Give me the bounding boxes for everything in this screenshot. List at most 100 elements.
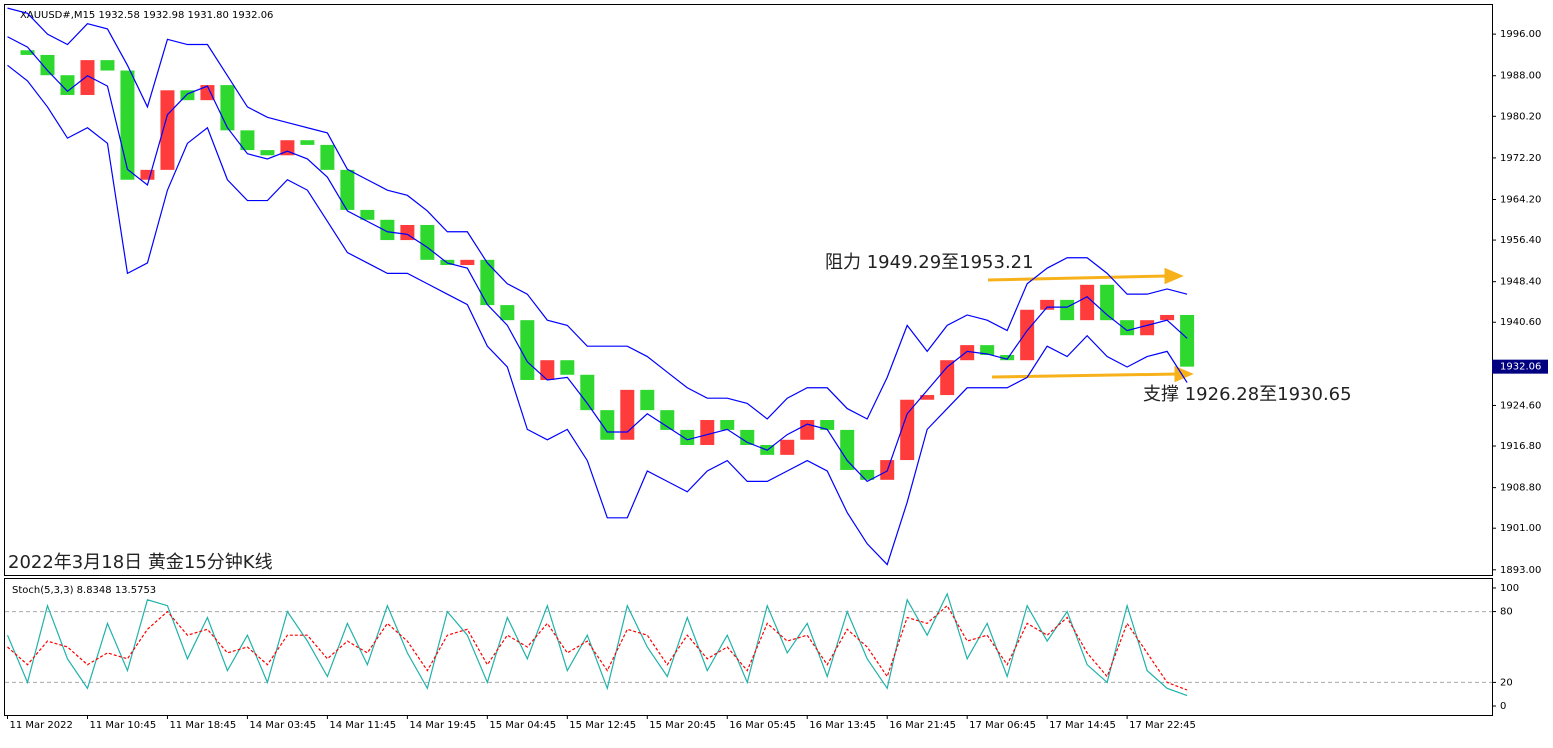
candle xyxy=(1160,314,1175,321)
stoch-title: Stoch(5,3,3) 8.8348 13.5753 xyxy=(12,585,156,596)
candle xyxy=(700,420,715,445)
y-tick-label: 1980.20 xyxy=(1500,111,1541,122)
y-tick-label: 0 xyxy=(1500,701,1506,712)
candle xyxy=(1060,299,1075,321)
y-tick-label: 100 xyxy=(1500,583,1519,594)
candle xyxy=(860,469,875,480)
candle xyxy=(100,60,115,71)
candle xyxy=(320,144,335,170)
x-tick-label: 15 Mar 12:45 xyxy=(569,720,636,731)
x-tick-label: 14 Mar 19:45 xyxy=(409,720,476,731)
candle xyxy=(180,90,195,101)
last-price-label: 1932.06 xyxy=(1500,362,1541,373)
candle xyxy=(120,70,135,180)
y-tick-label: 80 xyxy=(1500,607,1513,618)
candle xyxy=(420,224,435,260)
stoch-frame xyxy=(4,578,1493,716)
y-tick-label: 1996.00 xyxy=(1500,29,1541,40)
x-tick-label: 11 Mar 10:45 xyxy=(89,720,156,731)
annotation: 支撑 1926.28至1930.65 xyxy=(1143,384,1352,405)
candle xyxy=(200,85,215,101)
candle xyxy=(960,345,975,361)
x-tick-label: 17 Mar 22:45 xyxy=(1129,720,1196,731)
candle xyxy=(380,219,395,241)
resistance-arrow xyxy=(987,274,1169,282)
x-tick-label: 11 Mar 18:45 xyxy=(169,720,236,731)
support-arrow xyxy=(991,372,1179,379)
candle xyxy=(780,439,795,455)
candle xyxy=(900,399,915,461)
candle xyxy=(1020,309,1035,361)
candle xyxy=(1180,314,1195,367)
candle xyxy=(1000,355,1015,361)
x-tick-label: 14 Mar 03:45 xyxy=(249,720,316,731)
candle xyxy=(480,259,495,306)
y-tick-label: 1908.80 xyxy=(1500,483,1541,494)
x-tick-label: 16 Mar 05:45 xyxy=(729,720,796,731)
x-tick-label: 16 Mar 21:45 xyxy=(889,720,956,731)
y-tick-label: 1901.00 xyxy=(1500,523,1541,534)
x-tick-label: 17 Mar 14:45 xyxy=(1049,720,1116,731)
arrow-head xyxy=(1164,267,1184,285)
candle xyxy=(40,54,55,76)
y-tick-label: 1948.40 xyxy=(1500,277,1541,288)
candle xyxy=(1120,320,1135,336)
candle xyxy=(1140,320,1155,336)
candle xyxy=(300,140,315,145)
candle xyxy=(540,360,555,380)
y-tick-label: 1956.40 xyxy=(1500,235,1541,246)
candle xyxy=(240,130,255,151)
candle xyxy=(280,140,295,156)
candle xyxy=(160,90,175,170)
candle xyxy=(60,75,75,95)
candle xyxy=(620,389,635,440)
candle xyxy=(340,169,355,210)
series-line xyxy=(7,64,1188,566)
y-tick-label: 1940.60 xyxy=(1500,317,1541,328)
candle xyxy=(840,429,855,470)
candle xyxy=(220,85,235,131)
x-tick-label: 14 Mar 11:45 xyxy=(329,720,396,731)
series-line xyxy=(7,604,1188,691)
candle xyxy=(260,150,275,156)
candle xyxy=(820,420,835,430)
y-tick-label: 1924.60 xyxy=(1500,400,1541,411)
candle xyxy=(20,50,35,55)
y-tick-label: 1964.20 xyxy=(1500,195,1541,206)
candle xyxy=(580,374,595,411)
chart-title: XAUUSD#,M15 1932.58 1932.98 1931.80 1932… xyxy=(20,10,273,21)
candle xyxy=(140,169,155,180)
candle xyxy=(460,259,475,266)
y-tick-label: 20 xyxy=(1500,677,1513,688)
candle xyxy=(680,429,695,445)
y-tick-label: 1988.00 xyxy=(1500,71,1541,82)
x-tick-label: 15 Mar 20:45 xyxy=(649,720,716,731)
candle xyxy=(740,429,755,445)
series-line xyxy=(6,592,1188,697)
candle xyxy=(800,420,815,440)
y-tick-label: 1893.00 xyxy=(1500,565,1541,576)
caption: 2022年3月18日 黄金15分钟K线 xyxy=(8,552,273,573)
main-frame xyxy=(4,4,1493,576)
candle xyxy=(640,389,655,411)
x-tick-label: 16 Mar 13:45 xyxy=(809,720,876,731)
last-price-box xyxy=(1492,359,1548,374)
candle xyxy=(80,60,95,95)
y-tick-label: 1972.20 xyxy=(1500,153,1541,164)
x-tick-label: 15 Mar 04:45 xyxy=(489,720,556,731)
candle xyxy=(1080,284,1095,321)
candle xyxy=(560,360,575,375)
annotation: 阻力 1949.29至1953.21 xyxy=(825,252,1034,273)
candle xyxy=(940,360,955,396)
candle xyxy=(720,420,735,430)
series-line xyxy=(7,7,1188,420)
candle xyxy=(1040,299,1055,310)
y-tick-label: 1916.80 xyxy=(1500,441,1541,452)
x-tick-label: 17 Mar 06:45 xyxy=(969,720,1036,731)
candle xyxy=(980,345,995,356)
x-tick-label: 11 Mar 2022 xyxy=(9,720,72,731)
candle xyxy=(500,305,515,321)
series-line xyxy=(7,36,1188,483)
